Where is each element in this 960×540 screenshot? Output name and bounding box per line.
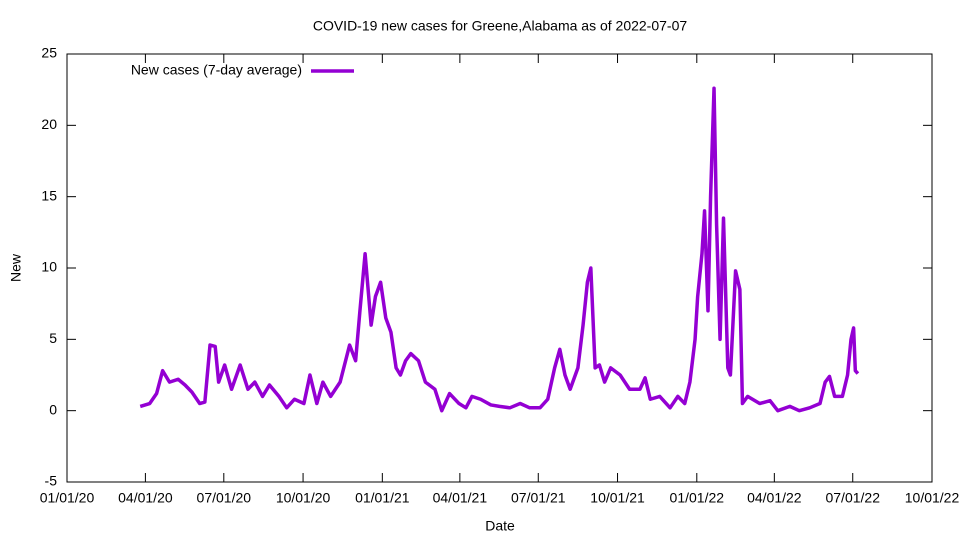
x-tick-label: 04/01/22	[747, 490, 802, 506]
x-tick-label: 04/01/20	[118, 490, 173, 506]
x-tick-label: 01/01/21	[355, 490, 410, 506]
y-tick-label: 25	[41, 45, 57, 61]
x-tick-label: 07/01/20	[197, 490, 252, 506]
y-tick-label: -5	[45, 473, 58, 489]
y-tick-label: 20	[41, 116, 57, 132]
y-tick-label: 10	[41, 259, 57, 275]
x-tick-label: 04/01/21	[433, 490, 488, 506]
y-tick-label: 15	[41, 187, 57, 203]
legend-label: New cases (7-day average)	[131, 62, 302, 78]
x-tick-label: 10/01/22	[905, 490, 960, 506]
x-tick-label: 01/01/20	[40, 490, 95, 506]
y-tick-label: 5	[49, 330, 57, 346]
data-line	[139, 86, 860, 413]
x-tick-label: 07/01/22	[825, 490, 880, 506]
x-tick-label: 07/01/21	[511, 490, 566, 506]
plot-frame	[66, 53, 933, 483]
x-tick-label: 10/01/21	[590, 490, 645, 506]
x-tick-label: 10/01/20	[276, 490, 331, 506]
y-axis-label: New	[8, 253, 24, 282]
y-tick-label: 0	[49, 401, 57, 417]
x-axis-label: Date	[485, 518, 515, 534]
chart-title: COVID-19 new cases for Greene,Alabama as…	[313, 18, 688, 34]
x-tick-label: 01/01/22	[670, 490, 725, 506]
